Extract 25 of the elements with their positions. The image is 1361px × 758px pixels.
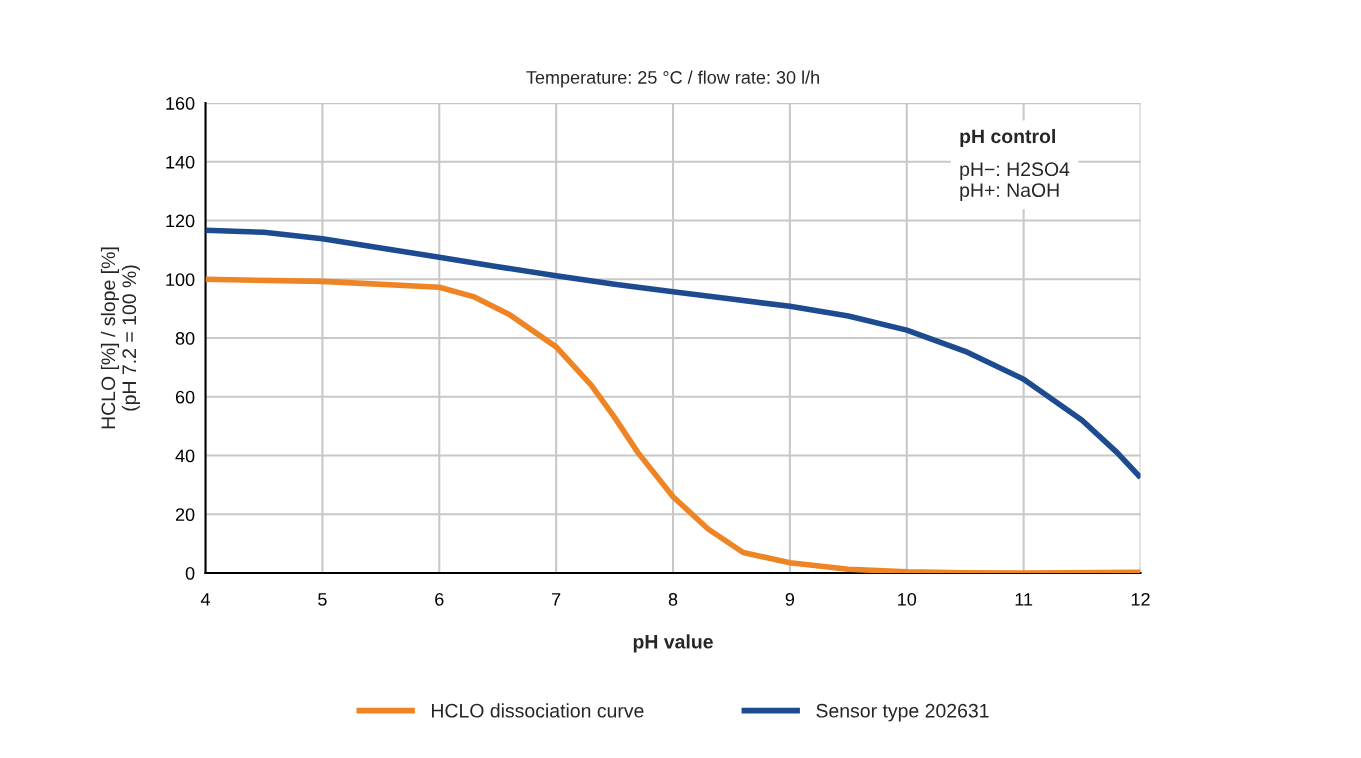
y-tick-label: 60 [175,390,195,404]
x-tick-label: 11 [1015,593,1033,606]
x-tick-label: 8 [668,592,678,606]
x-tick-label: 4 [200,593,210,606]
annotation: pH−: H2SO4 pH+: NaOH [960,162,1070,201]
y-axis-title: HCLO [%] / slope [%] (pH 7.2 = 100 %) [100,247,140,429]
y-tick-label: 80 [175,332,195,345]
x-tick-label: 7 [552,593,561,606]
x-tick-label: 12 [1131,592,1150,606]
annotation: pH control [960,128,1055,148]
y-tick-label: 0 [185,566,195,580]
x-tick-label: 6 [435,592,444,606]
x-tick-label: 10 [898,592,917,606]
y-tick-label: 140 [166,155,195,169]
y-tick-label: 100 [166,273,195,287]
chart-title: Temperature: 25 °C / flow rate: 30 l/h [526,70,819,88]
y-tick-label: 120 [166,214,195,228]
y-tick-label: 40 [175,449,195,463]
x-tick-label: 5 [318,593,327,606]
legend-label: HCLO dissociation curve [432,703,644,718]
x-axis-title: pH value [633,634,713,653]
legend-label: Sensor type 202631 [816,703,989,722]
x-tick-label: 9 [785,592,795,606]
y-tick-label: 160 [166,97,195,110]
y-tick-label: 20 [175,508,195,522]
